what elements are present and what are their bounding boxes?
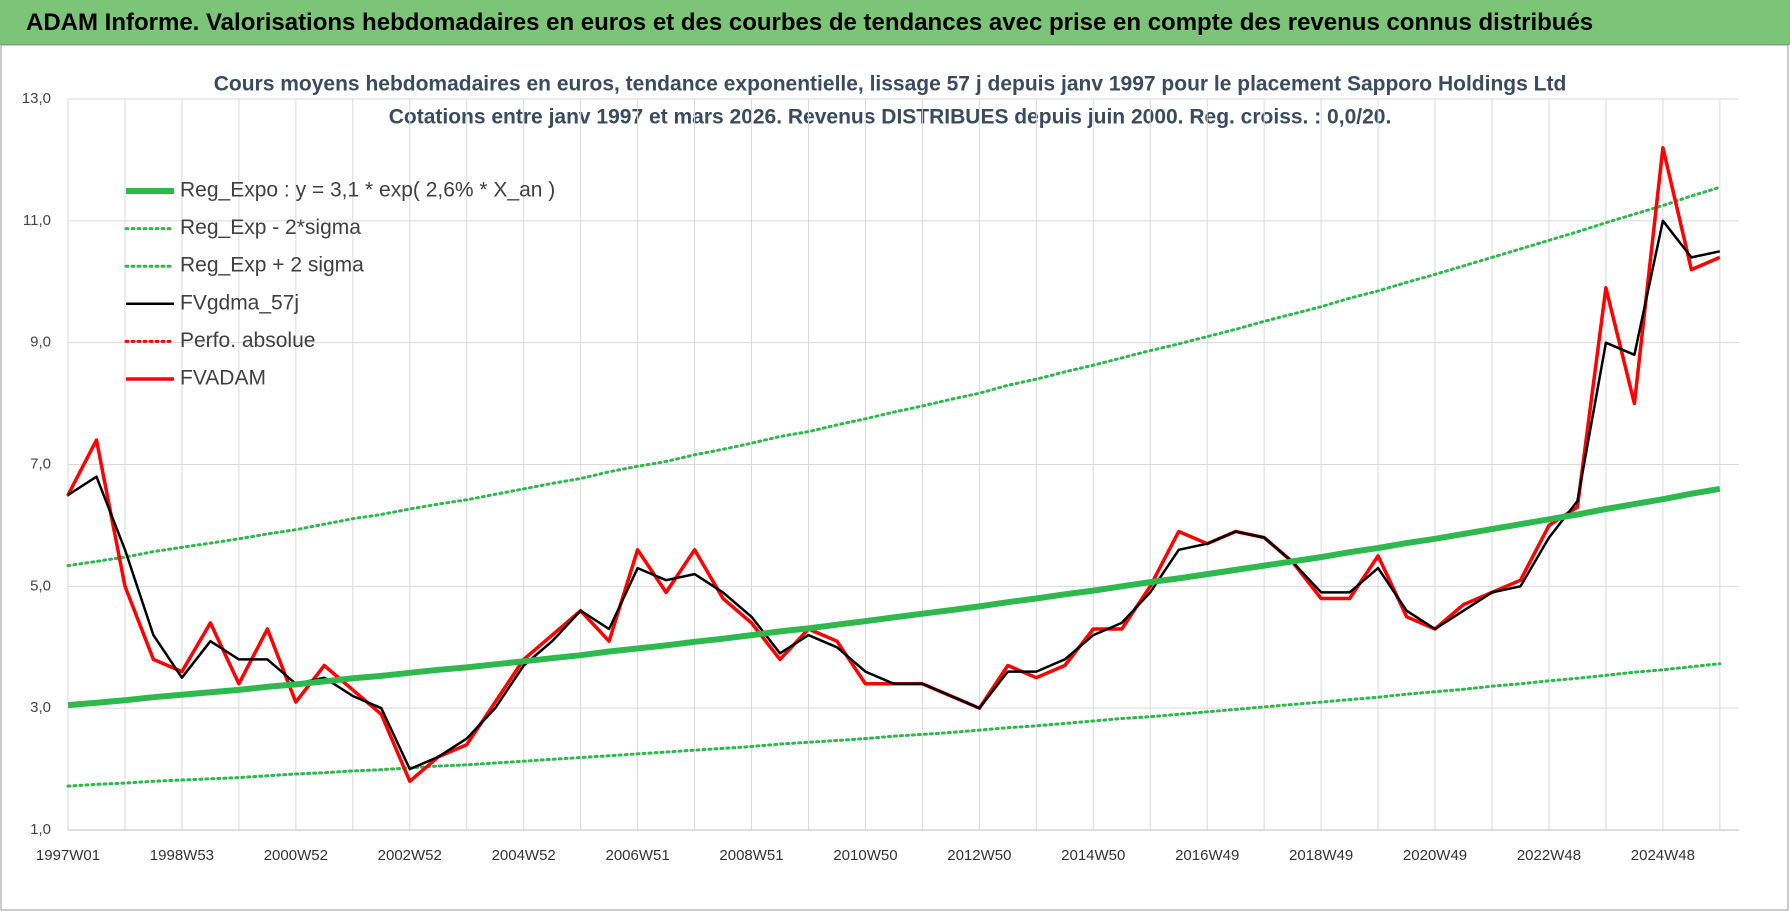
x-tick-label: 2012W50: [947, 847, 1011, 864]
x-tick-label: 2016W49: [1175, 847, 1239, 864]
y-tick-label: 11,0: [23, 212, 51, 229]
y-tick-label: 13,0: [22, 90, 51, 107]
x-tick-label: 2004W52: [492, 847, 556, 864]
header: ADAM Informe. Valorisations hebdomadaire…: [0, 0, 1790, 45]
series-line: [66, 185, 1722, 568]
chart-title: Cours moyens hebdomadaires en euros, ten…: [214, 73, 1567, 96]
legend-label: FVADAM: [180, 367, 266, 390]
x-tick-label: 2008W51: [719, 847, 783, 864]
y-tick-label: 3,0: [30, 699, 51, 716]
y-tick-label: 5,0: [30, 577, 51, 594]
x-tick-label: 2006W51: [605, 847, 669, 864]
y-tick-label: 9,0: [30, 334, 51, 351]
x-tick-label: 2022W48: [1517, 847, 1581, 864]
x-tick-label: 2020W49: [1403, 847, 1467, 864]
x-tick-label: 2010W50: [833, 847, 897, 864]
series-line: [67, 485, 1721, 709]
series-line: [66, 662, 1722, 788]
x-tick-label: 2002W52: [378, 847, 442, 864]
header-title: ADAM Informe. Valorisations hebdomadaire…: [26, 9, 1594, 36]
chart-subtitle: Cotations entre janv 1997 et mars 2026. …: [389, 106, 1392, 129]
legend-label: Perfo. absolue: [180, 329, 315, 352]
y-tick-label: 7,0: [30, 455, 51, 472]
legend-label: Reg_Expo : y = 3,1 * exp( 2,6% * X_an ): [180, 179, 555, 202]
x-tick-label: 2024W48: [1631, 847, 1695, 864]
legend-label: Reg_Exp - 2*sigma: [180, 216, 361, 239]
chart-border: [0, 44, 1789, 911]
x-tick-label: 2000W52: [264, 847, 328, 864]
legend-label: FVgdma_57j: [180, 291, 299, 314]
series-line: [67, 219, 1721, 771]
x-tick-label: 1997W01: [36, 847, 100, 864]
legend-label: Reg_Exp + 2 sigma: [180, 254, 364, 277]
x-tick-label: 1998W53: [150, 847, 214, 864]
x-tick-label: 2014W50: [1061, 847, 1125, 864]
x-tick-label: 2018W49: [1289, 847, 1353, 864]
y-tick-label: 1,0: [30, 821, 51, 838]
